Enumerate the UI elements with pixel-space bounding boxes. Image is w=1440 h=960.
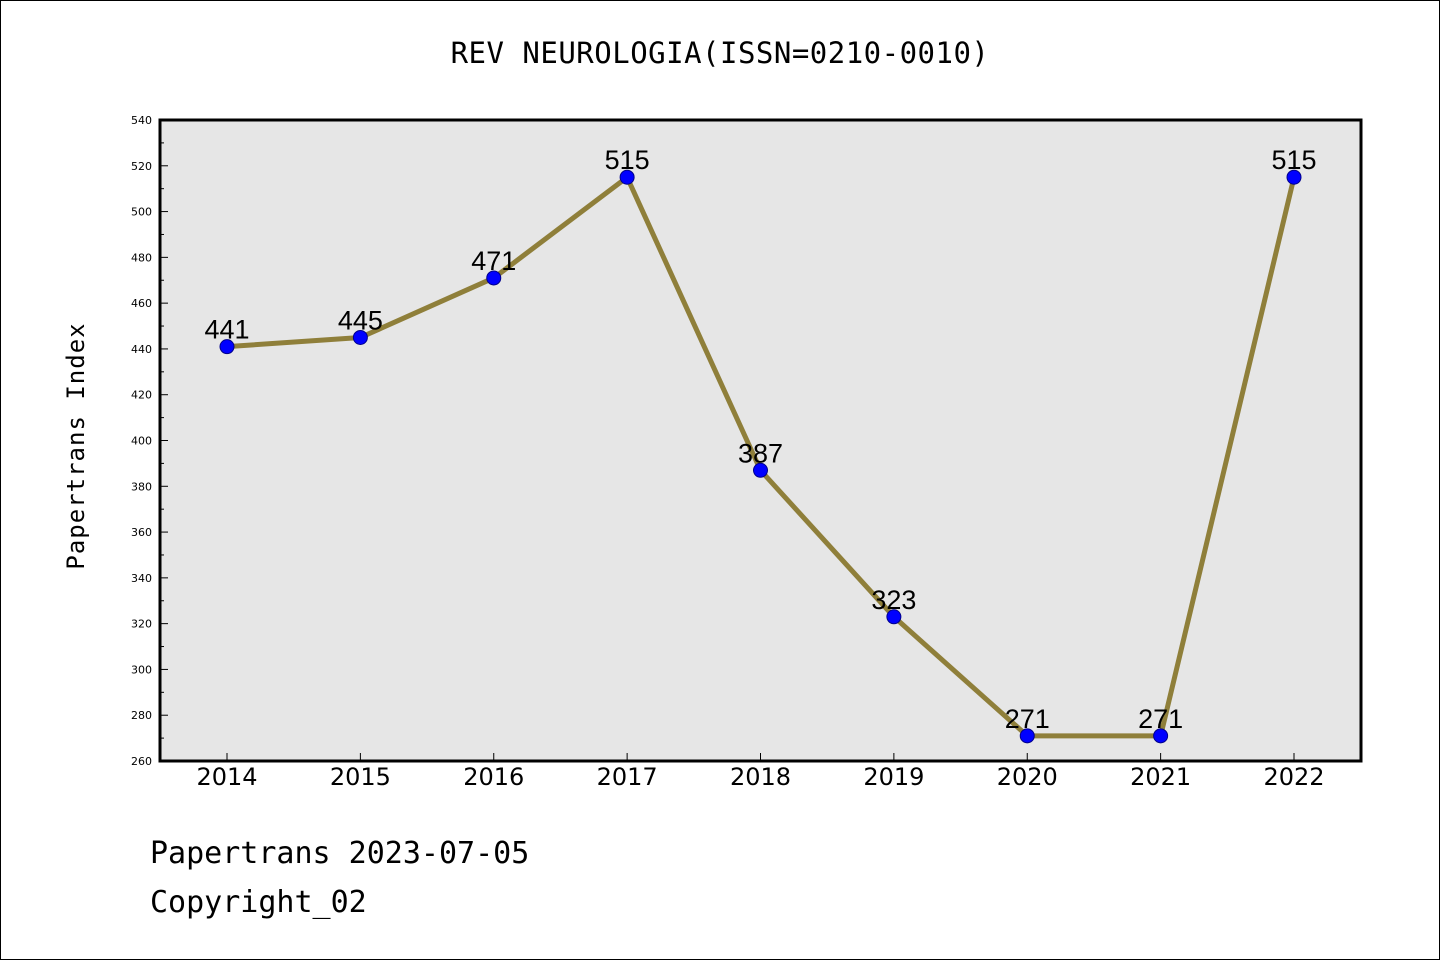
y-tick-label: 440 <box>131 343 152 356</box>
footer-copyright-text: Copyright_02 <box>150 885 367 920</box>
data-label: 441 <box>204 315 249 345</box>
x-tick-label: 2022 <box>1263 763 1324 791</box>
data-label: 271 <box>1138 704 1183 734</box>
y-tick-label: 320 <box>131 618 152 631</box>
y-tick-label: 460 <box>131 297 152 310</box>
data-point-marker <box>352 329 368 345</box>
data-point-marker <box>619 169 635 185</box>
x-axis-ticks: 2014 2015 2016 2017 2018 2019 2020 2021 2022 <box>196 753 1325 791</box>
data-point-marker <box>486 270 502 286</box>
chart-title: REV NEUROLOGIA(ISSN=0210-0010) <box>450 36 990 70</box>
x-tick-label: 2019 <box>863 763 924 791</box>
data-point-marker <box>1019 728 1035 744</box>
x-tick-label: 2015 <box>330 763 391 791</box>
y-tick-label: 280 <box>131 709 152 722</box>
data-label: 271 <box>1005 704 1050 734</box>
data-label: 515 <box>605 145 650 175</box>
data-label: 445 <box>338 305 383 335</box>
y-tick-label: 260 <box>131 755 152 768</box>
y-tick-label: 420 <box>131 389 152 402</box>
y-tick-label: 340 <box>131 572 152 585</box>
y-tick-label: 480 <box>131 251 152 264</box>
y-tick-label: 520 <box>131 160 152 173</box>
data-point-marker <box>886 609 902 625</box>
plot-area <box>158 118 1363 763</box>
data-point-marker <box>219 339 235 355</box>
data-point-marker <box>1286 169 1302 185</box>
data-point-marker <box>1153 728 1169 744</box>
x-tick-label: 2017 <box>597 763 658 791</box>
data-label: 471 <box>471 246 516 276</box>
y-axis-ticks: 260 280 300 320 340 360 380 400 420 440 460 480 500 5… <box>131 114 168 768</box>
y-tick-label: 400 <box>131 435 152 448</box>
data-point-marker <box>753 462 768 478</box>
data-label-layer: 441 445 471 515 387 323 271 271 515 <box>204 145 1316 734</box>
y-tick-label: 360 <box>131 526 152 539</box>
x-tick-label: 2014 <box>196 763 257 791</box>
footer-date-text: Papertrans 2023-07-05 <box>150 836 530 871</box>
x-tick-label: 2018 <box>730 763 791 791</box>
y-tick-label: 540 <box>131 114 152 127</box>
data-label: 515 <box>1271 145 1316 175</box>
x-tick-label: 2020 <box>997 763 1058 791</box>
series-layer <box>219 169 1302 744</box>
y-tick-label: 300 <box>131 663 152 676</box>
y-tick-label: 380 <box>131 480 152 493</box>
x-tick-label: 2021 <box>1130 763 1191 791</box>
data-label: 323 <box>871 585 916 615</box>
data-label: 387 <box>738 438 783 468</box>
x-tick-label: 2016 <box>463 763 524 791</box>
y-tick-label: 500 <box>131 206 152 219</box>
